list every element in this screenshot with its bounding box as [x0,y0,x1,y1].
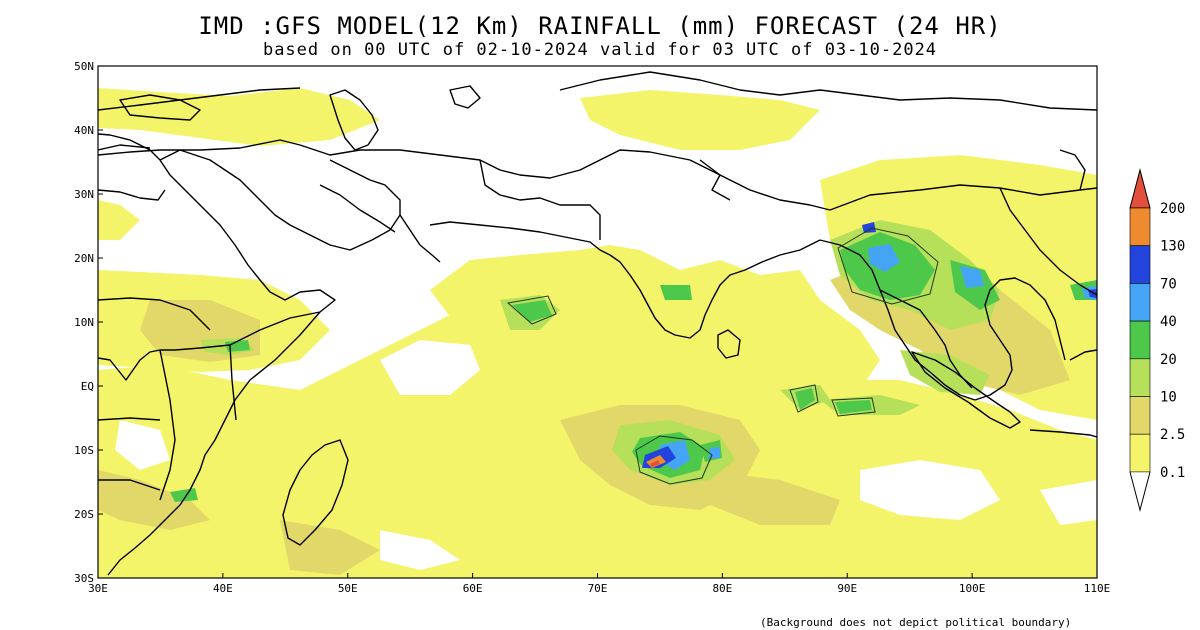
lat-tick-label: 30S [74,572,94,585]
lon-tick-label: 90E [837,582,857,595]
legend-swatch [1129,245,1151,284]
lon-tick-label: 40E [213,582,233,595]
legend-label: 70 [1160,276,1177,292]
lon-tick-label: 70E [588,582,608,595]
legend-bottom-arrow [1129,471,1151,512]
legend-swatch [1129,207,1151,247]
rain-very-heavy [660,244,1097,470]
lat-tick-label: 30N [74,188,94,201]
legend-swatch [1129,283,1151,322]
legend-label: 200 [1160,201,1185,217]
lat-tick-label: 20S [74,508,94,521]
footnote: (Background does not depict political bo… [760,616,1072,629]
legend-labels: 200 130 70 40 20 10 2.5 0.1 [1160,201,1185,481]
dry-patches [115,340,1097,570]
legend-label: 10 [1160,390,1177,406]
lat-tick-label: 20N [74,252,94,265]
lon-tick-label: 100E [959,582,986,595]
lon-tick-label: 50E [338,582,358,595]
lon-tick-label: 30E [88,582,108,595]
longitude-axis: 30E 40E 50E 60E 70E 80E 90E 100E 110E [88,573,1110,595]
lat-tick-label: EQ [81,380,94,393]
lon-tick-label: 60E [463,582,483,595]
legend-label: 40 [1160,314,1177,330]
legend-swatch [1129,358,1151,397]
rainfall-legend: 200 130 70 40 20 10 2.5 0.1 [1129,168,1185,512]
lon-tick-label: 110E [1084,582,1111,595]
map-area [98,66,1097,578]
lat-tick-label: 40N [74,124,94,137]
legend-top-arrow [1129,168,1151,209]
rain-exceptional [646,455,666,468]
map-title: IMD :GFS MODEL(12 Km) RAINFALL (mm) FORE… [198,12,1002,40]
legend-label: 130 [1160,239,1185,255]
rain-contours [506,227,939,485]
lat-tick-label: 10N [74,316,94,329]
lat-tick-label: 50N [74,60,94,73]
legend-swatch [1129,320,1151,360]
lon-tick-label: 80E [712,582,732,595]
legend-label: 20 [1160,352,1177,368]
legend-swatch [1129,396,1151,435]
latitude-axis: 50N 40N 30N 20N 10N EQ 10S 20S 30S [74,60,103,585]
map-subtitle: based on 00 UTC of 02-10-2024 valid for … [262,40,938,60]
legend-label: 2.5 [1160,427,1185,443]
legend-swatch [1129,433,1151,473]
legend-color-boxes [1129,207,1151,473]
lat-tick-label: 10S [74,444,94,457]
legend-label: 0.1 [1160,465,1185,481]
coastlines [98,71,1097,576]
